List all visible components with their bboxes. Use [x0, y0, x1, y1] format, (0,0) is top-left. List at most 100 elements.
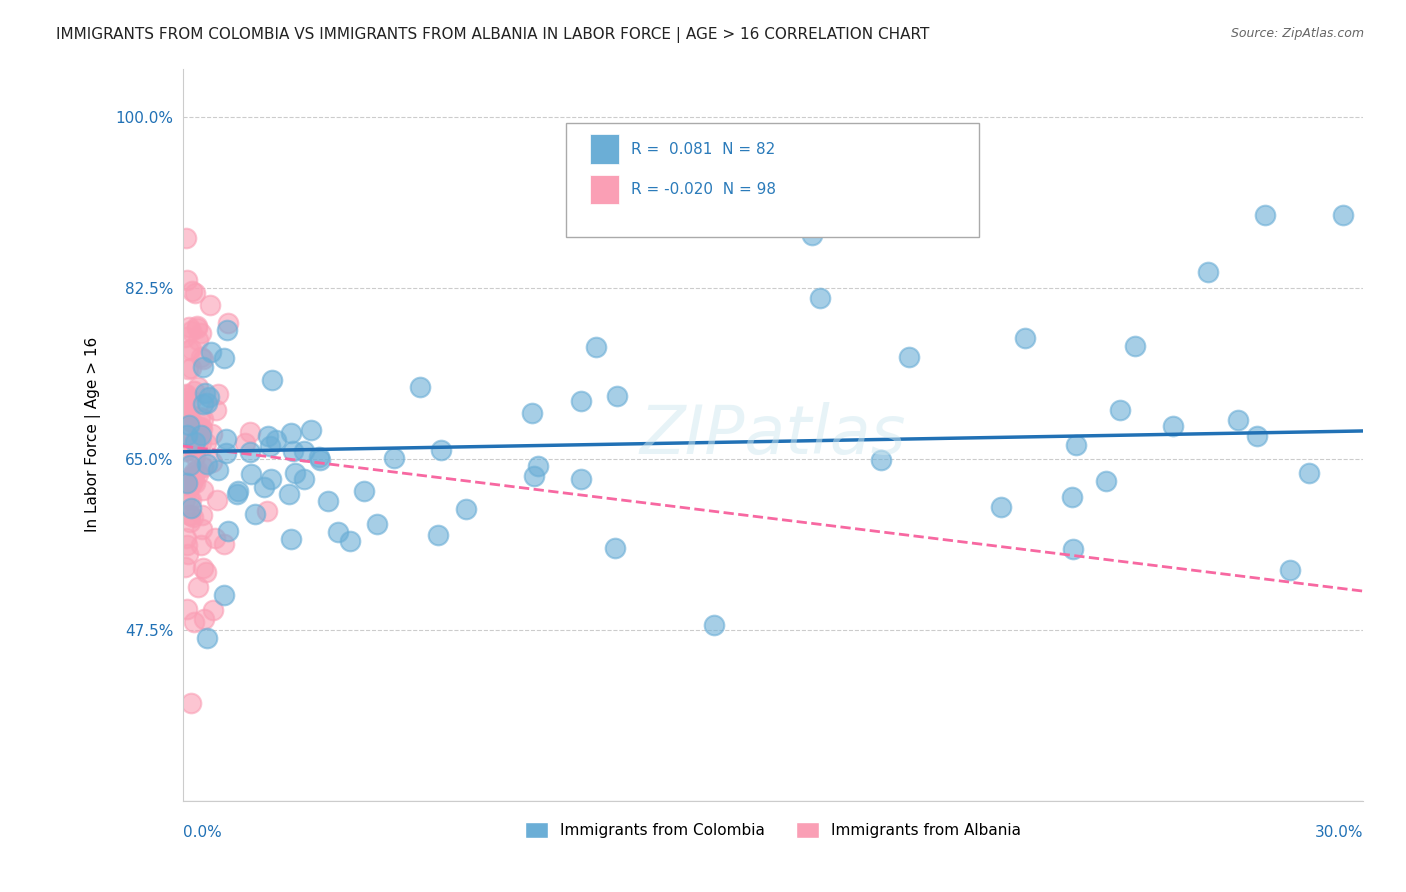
- Immigrants from Colombia: [1279, 564, 1302, 578]
- Legend: Immigrants from Colombia, Immigrants from Albania: Immigrants from Colombia, Immigrants fro…: [519, 816, 1026, 845]
- Immigrants from Albania: [176, 273, 198, 287]
- Immigrants from Colombia: [1331, 208, 1354, 222]
- Immigrants from Albania: [186, 463, 208, 477]
- Immigrants from Colombia: [176, 428, 198, 442]
- Immigrants from Albania: [181, 475, 204, 489]
- Immigrants from Colombia: [1062, 542, 1084, 557]
- Immigrants from Albania: [174, 330, 197, 344]
- Immigrants from Albania: [180, 393, 202, 408]
- Immigrants from Colombia: [1246, 429, 1268, 443]
- Immigrants from Albania: [173, 444, 195, 458]
- Immigrants from Albania: [200, 298, 222, 312]
- Immigrants from Colombia: [990, 500, 1012, 515]
- Immigrants from Colombia: [283, 444, 305, 458]
- Immigrants from Albania: [201, 603, 224, 617]
- Immigrants from Albania: [204, 402, 226, 417]
- Immigrants from Albania: [256, 504, 278, 518]
- Immigrants from Colombia: [299, 423, 322, 437]
- Immigrants from Colombia: [284, 466, 307, 480]
- Immigrants from Colombia: [260, 373, 283, 387]
- Immigrants from Colombia: [382, 451, 405, 466]
- Immigrants from Albania: [179, 508, 201, 522]
- Immigrants from Colombia: [353, 483, 375, 498]
- Immigrants from Albania: [181, 415, 204, 429]
- Immigrants from Albania: [177, 547, 200, 561]
- Immigrants from Colombia: [366, 516, 388, 531]
- Immigrants from Albania: [180, 469, 202, 483]
- Immigrants from Albania: [180, 361, 202, 376]
- Immigrants from Colombia: [427, 528, 450, 542]
- Immigrants from Albania: [174, 391, 197, 405]
- Immigrants from Colombia: [195, 396, 218, 410]
- Bar: [591, 175, 620, 204]
- Immigrants from Albania: [186, 321, 208, 335]
- Immigrants from Colombia: [198, 390, 221, 404]
- Immigrants from Albania: [177, 407, 200, 421]
- Immigrants from Colombia: [226, 484, 249, 499]
- Immigrants from Colombia: [260, 471, 283, 485]
- Bar: [591, 135, 620, 164]
- Immigrants from Colombia: [240, 467, 263, 482]
- Immigrants from Albania: [179, 508, 201, 522]
- Immigrants from Albania: [180, 493, 202, 508]
- Immigrants from Colombia: [456, 502, 478, 516]
- Immigrants from Colombia: [869, 453, 891, 467]
- Immigrants from Albania: [233, 436, 256, 450]
- Immigrants from Colombia: [1226, 412, 1249, 426]
- Immigrants from Colombia: [264, 434, 287, 448]
- Immigrants from Albania: [190, 435, 212, 450]
- Immigrants from Albania: [187, 420, 209, 434]
- Immigrants from Colombia: [200, 345, 222, 359]
- Immigrants from Albania: [177, 343, 200, 358]
- Immigrants from Albania: [187, 581, 209, 595]
- Text: ZIPatlas: ZIPatlas: [640, 401, 905, 467]
- Immigrants from Albania: [204, 532, 226, 546]
- Immigrants from Colombia: [569, 472, 592, 486]
- Immigrants from Colombia: [184, 434, 207, 449]
- Immigrants from Albania: [191, 422, 214, 436]
- Immigrants from Albania: [201, 427, 224, 442]
- Immigrants from Albania: [173, 560, 195, 574]
- Immigrants from Colombia: [212, 351, 235, 365]
- Immigrants from Albania: [176, 602, 198, 616]
- Immigrants from Colombia: [1014, 331, 1036, 345]
- Immigrants from Colombia: [808, 291, 831, 305]
- Immigrants from Albania: [180, 342, 202, 356]
- Immigrants from Albania: [191, 483, 214, 498]
- Immigrants from Albania: [187, 433, 209, 447]
- Immigrants from Albania: [177, 413, 200, 427]
- Immigrants from Albania: [184, 449, 207, 463]
- Immigrants from Albania: [174, 230, 197, 244]
- Immigrants from Albania: [193, 612, 215, 626]
- Immigrants from Albania: [177, 362, 200, 376]
- Immigrants from Colombia: [339, 533, 361, 548]
- Immigrants from Colombia: [280, 533, 302, 547]
- Immigrants from Colombia: [897, 350, 920, 364]
- Immigrants from Albania: [190, 522, 212, 536]
- Immigrants from Albania: [191, 352, 214, 367]
- Immigrants from Albania: [187, 380, 209, 394]
- Immigrants from Albania: [191, 459, 214, 474]
- Immigrants from Colombia: [277, 487, 299, 501]
- Text: Source: ZipAtlas.com: Source: ZipAtlas.com: [1230, 27, 1364, 40]
- Immigrants from Albania: [239, 425, 262, 439]
- Immigrants from Albania: [174, 388, 197, 402]
- Immigrants from Albania: [190, 420, 212, 434]
- Immigrants from Colombia: [215, 432, 238, 446]
- Immigrants from Albania: [187, 424, 209, 438]
- Immigrants from Albania: [190, 326, 212, 341]
- Immigrants from Albania: [180, 475, 202, 489]
- Immigrants from Albania: [173, 477, 195, 491]
- Immigrants from Albania: [176, 538, 198, 552]
- Immigrants from Colombia: [239, 445, 262, 459]
- Immigrants from Colombia: [195, 458, 218, 472]
- Immigrants from Colombia: [190, 428, 212, 442]
- Immigrants from Albania: [193, 561, 215, 575]
- Immigrants from Albania: [177, 492, 200, 507]
- Immigrants from Colombia: [1060, 490, 1083, 504]
- Immigrants from Colombia: [1161, 418, 1184, 433]
- Immigrants from Colombia: [217, 524, 239, 539]
- Immigrants from Albania: [187, 467, 209, 482]
- Immigrants from Albania: [194, 565, 217, 579]
- Immigrants from Albania: [183, 465, 205, 479]
